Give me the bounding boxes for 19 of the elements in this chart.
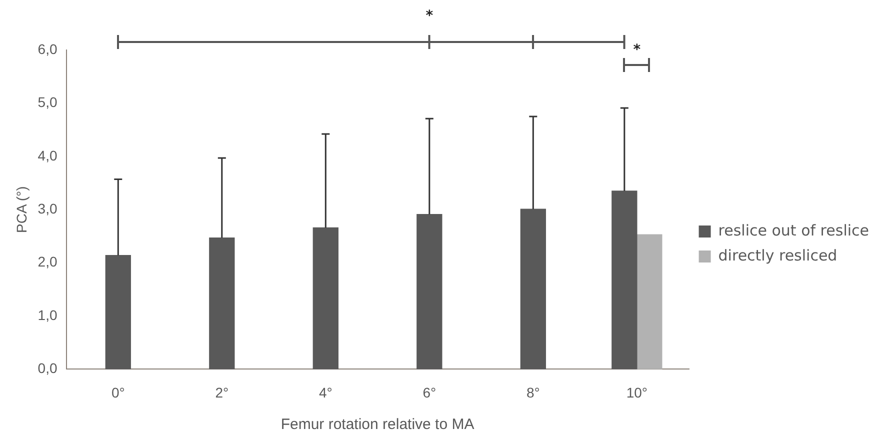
x-axis-title: Femur rotation relative to MA [280, 416, 474, 434]
y-axis-title: PCA (°) [13, 186, 30, 234]
y-tick-label: 0,0 [38, 360, 58, 376]
y-tick-label: 1,0 [38, 306, 58, 323]
y-tick-label: 5,0 [38, 94, 58, 110]
x-tick-label: 8° [526, 384, 540, 400]
text: * [426, 8, 434, 24]
legend-label: reslice out of reslice [718, 221, 870, 240]
x-tick-label: 4° [318, 384, 332, 400]
legend-label: directly resliced [718, 246, 838, 264]
y-tick-label: 2,0 [38, 254, 58, 270]
x-tick-label: 10° [626, 384, 648, 400]
x-tick-label: 0° [111, 384, 125, 400]
x-tick-label: 6° [422, 384, 436, 400]
annotation: * [633, 42, 642, 58]
x-tick-label: 2° [215, 384, 229, 400]
y-tick-label: 6,0 [38, 40, 58, 57]
y-tick-label: 4,0 [38, 147, 58, 164]
y-tick-label: 3,0 [38, 200, 58, 216]
